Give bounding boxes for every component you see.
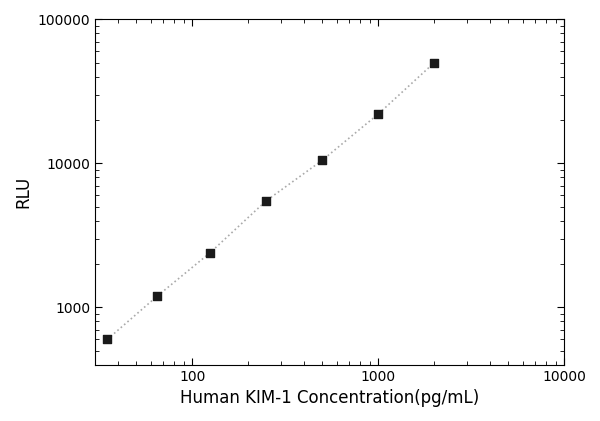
X-axis label: Human KIM-1 Concentration(pg/mL): Human KIM-1 Concentration(pg/mL) — [180, 389, 479, 407]
Point — [262, 197, 271, 204]
Point — [317, 157, 327, 164]
Point — [373, 111, 383, 117]
Point — [205, 249, 215, 256]
Point — [103, 336, 112, 343]
Point — [152, 293, 162, 299]
Y-axis label: RLU: RLU — [14, 176, 32, 208]
Point — [430, 59, 439, 66]
